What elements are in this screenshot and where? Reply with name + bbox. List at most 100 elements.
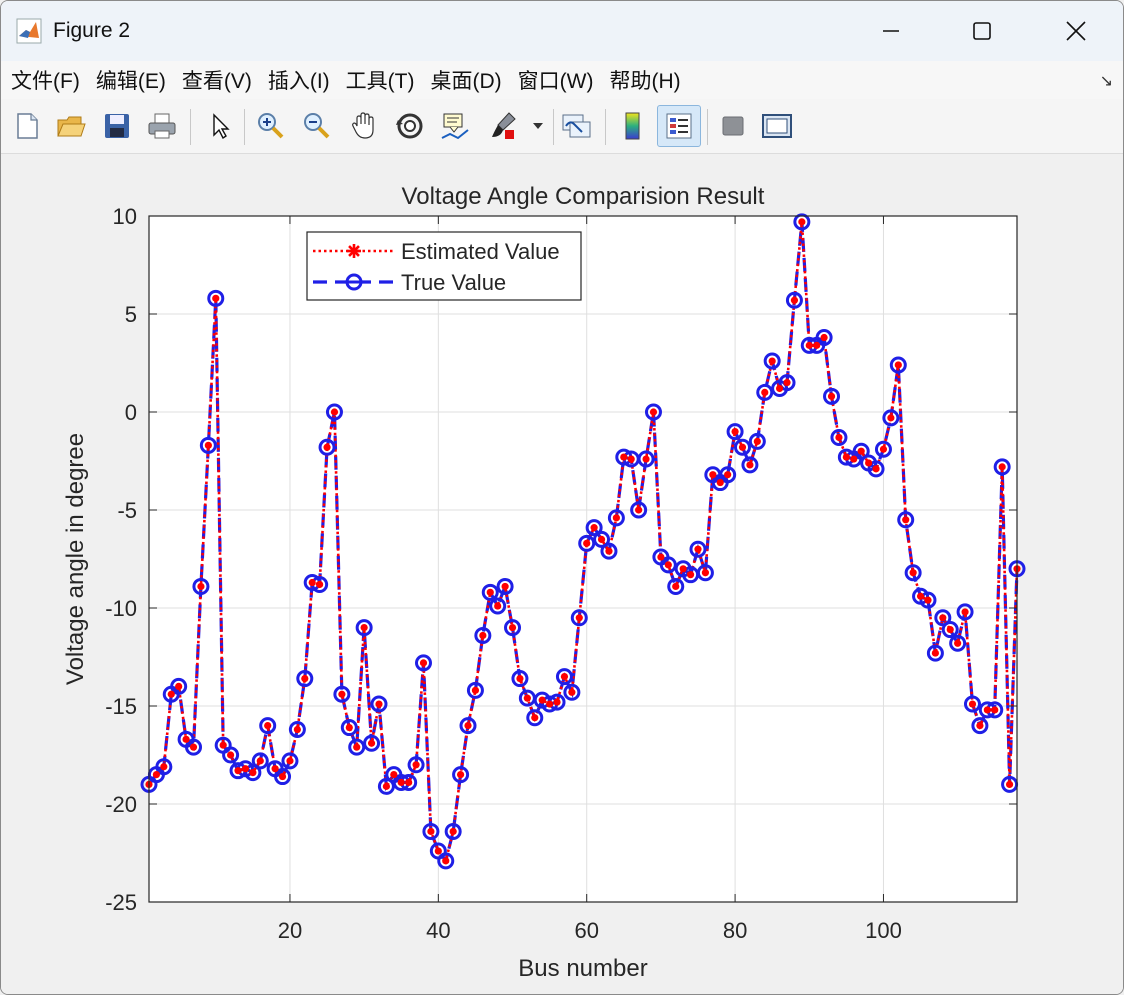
menu-tools[interactable]: 工具(T) — [345, 70, 415, 93]
open-file-button[interactable] — [53, 108, 89, 144]
true-value-point — [333, 685, 351, 703]
estimated-value-point — [716, 478, 724, 487]
link-plot-button[interactable] — [559, 108, 595, 144]
menu-window[interactable]: 窗口(W) — [517, 70, 594, 93]
true-value-point — [630, 501, 648, 519]
true-value-point — [926, 644, 944, 662]
true-value-point — [993, 458, 1011, 476]
close-button[interactable] — [1053, 11, 1099, 51]
insert-colorbar-button[interactable] — [615, 108, 651, 144]
true-value-point — [815, 329, 833, 347]
true-value-point — [504, 619, 522, 637]
show-plot-tools-button[interactable] — [759, 108, 795, 144]
chart-title: Voltage Angle Comparision Result — [402, 183, 765, 210]
estimated-value-point — [590, 524, 598, 532]
estimated-value-point — [412, 761, 420, 769]
estimated-value-point — [635, 506, 643, 514]
zoom-in-button[interactable] — [253, 108, 289, 144]
estimated-value-point — [879, 445, 888, 453]
rotate-3d-button[interactable] — [392, 108, 428, 144]
menu-file[interactable]: 文件(F) — [11, 70, 80, 93]
title-bar[interactable]: Figure 2 — [1, 1, 1123, 61]
legend-true-label: True Value — [401, 270, 506, 295]
estimated-value-point — [278, 772, 287, 781]
estimated-value-point — [724, 471, 732, 479]
estimated-value-point — [323, 443, 331, 451]
estimated-value-point — [887, 414, 895, 422]
estimated-value-point — [946, 625, 954, 634]
estimated-value-point — [620, 453, 628, 461]
estimated-value-point — [494, 602, 502, 610]
minimize-button[interactable] — [868, 11, 914, 51]
estimated-value-point — [360, 624, 368, 632]
print-button[interactable] — [144, 108, 180, 144]
toolbar — [1, 99, 1123, 154]
edit-plot-button[interactable] — [201, 108, 237, 144]
estimated-value-point — [427, 827, 435, 836]
save-icon — [105, 114, 129, 138]
hide-plot-tools-button[interactable] — [715, 108, 751, 144]
estimated-value-point — [479, 631, 487, 640]
true-value-point — [511, 670, 529, 688]
menu-edit[interactable]: 编辑(E) — [95, 70, 166, 93]
zoom-out-icon — [304, 113, 330, 139]
zoom-out-button[interactable] — [299, 108, 335, 144]
toolbar-separator — [707, 109, 708, 145]
estimated-value-point — [219, 741, 227, 749]
x-tick-label: 80 — [723, 918, 747, 943]
data-cursor-button[interactable] — [438, 108, 474, 144]
estimated-value-point — [976, 722, 984, 730]
menu-view[interactable]: 查看(V) — [181, 70, 252, 93]
true-value-point — [823, 387, 841, 405]
figure-canvas[interactable]: 20 40 60 80 100 10 5 0 -5 -10 -15 -20 -25 Voltage Ang… — [1, 154, 1123, 994]
plot-area — [149, 216, 1017, 902]
menu-help[interactable]: 帮助(H) — [609, 70, 681, 93]
estimated-value-point — [605, 547, 613, 555]
estimated-value-point — [486, 588, 494, 596]
true-value-point — [852, 442, 870, 460]
true-value-point — [414, 654, 432, 672]
x-tick-label: 100 — [865, 918, 902, 943]
maximize-button[interactable] — [959, 11, 1005, 51]
new-figure-button[interactable] — [9, 108, 45, 144]
pan-button[interactable] — [346, 108, 382, 144]
true-value-point — [466, 681, 484, 699]
true-value-point — [963, 695, 981, 713]
toolbar-separator — [553, 109, 554, 145]
estimated-value-point — [820, 333, 828, 342]
estimated-value-point — [523, 694, 531, 702]
estimated-value-point — [909, 569, 917, 577]
undock-arrow-icon[interactable]: ↘ — [1099, 73, 1113, 90]
estimated-value-point — [167, 690, 175, 698]
true-value-point — [585, 519, 603, 537]
estimated-value-point — [835, 433, 843, 442]
voltage-angle-chart[interactable]: 20 40 60 80 100 10 5 0 -5 -10 -15 -20 -25 Voltage Ang… — [1, 154, 1123, 994]
true-value-point — [785, 291, 803, 309]
estimated-value-point — [709, 471, 717, 479]
estimated-value-point — [790, 296, 799, 304]
true-value-point — [363, 734, 381, 752]
menu-insert[interactable]: 插入(I) — [267, 70, 330, 93]
true-value-point — [348, 738, 366, 756]
true-value-point — [185, 738, 203, 756]
true-value-point — [956, 603, 974, 621]
true-value-point — [667, 577, 685, 595]
true-value-point — [444, 822, 462, 840]
true-value-point — [719, 466, 737, 484]
menu-desktop[interactable]: 桌面(D) — [430, 70, 502, 93]
true-value-point — [555, 668, 573, 686]
true-value-point — [637, 450, 655, 468]
brush-dropdown[interactable] — [529, 108, 547, 144]
insert-legend-button[interactable] — [657, 105, 701, 147]
estimated-value-point — [842, 453, 850, 461]
estimated-value-point — [902, 516, 910, 524]
estimated-value-point — [271, 765, 279, 773]
minimize-icon — [883, 30, 899, 32]
true-value-point — [867, 460, 885, 478]
brush-button[interactable] — [485, 108, 521, 144]
true-value-point — [422, 822, 440, 840]
true-value-point — [741, 456, 759, 474]
true-value-point — [644, 403, 662, 421]
save-button[interactable] — [99, 108, 135, 144]
estimated-value-point — [160, 763, 168, 771]
